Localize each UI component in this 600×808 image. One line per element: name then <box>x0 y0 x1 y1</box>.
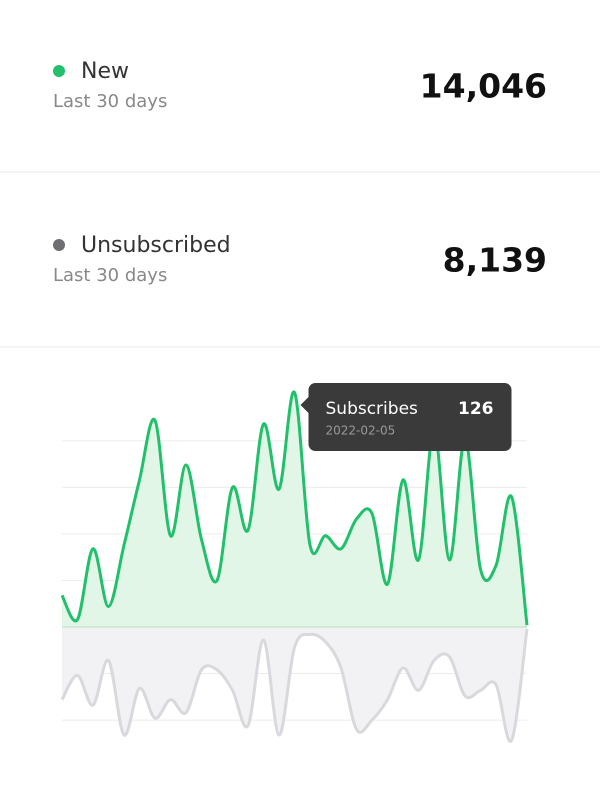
line <box>60 628 529 743</box>
tooltip-value: 126 <box>458 399 494 419</box>
tooltip-date: 2022-02-05 <box>326 424 396 438</box>
tooltip-pointer <box>300 397 309 413</box>
stat-sublabel: Last 30 days <box>53 265 167 286</box>
tooltip-label: Subscribes <box>326 399 419 419</box>
stat-value: 14,046 <box>420 67 547 106</box>
area-fill <box>62 627 527 742</box>
line <box>60 390 529 626</box>
stat-label: Unsubscribed <box>81 233 231 258</box>
tooltip <box>308 383 512 451</box>
stat-sublabel: Last 30 days <box>53 91 167 112</box>
stat-label: New <box>81 59 129 84</box>
status-dot <box>53 65 65 77</box>
stat-value: 8,139 <box>443 241 547 280</box>
status-dot <box>53 239 65 251</box>
area-fill <box>62 391 527 627</box>
